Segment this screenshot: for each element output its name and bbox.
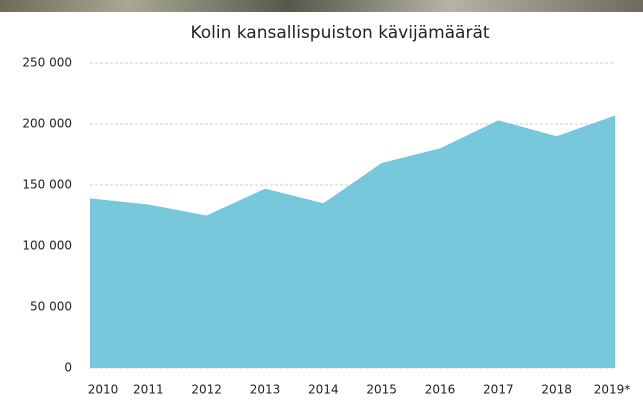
x-tick-label: 2013 [250,383,281,397]
x-tick-label: 2016 [425,383,456,397]
chart-title: Kolin kansallispuiston kävijämäärät [190,23,489,43]
y-tick-label: 0 [64,361,72,375]
y-tick-label: 100 000 [22,239,72,253]
x-tick-label: 2012 [191,383,222,397]
x-tick-label: 2017 [483,383,514,397]
chart: Kolin kansallispuiston kävijämäärät 0 50 … [0,0,643,401]
x-tick-label: 2015 [366,383,397,397]
x-tick-label: 2018 [541,383,572,397]
y-tick-label: 250 000 [22,56,72,70]
x-tick-label: 2010 [88,383,119,397]
y-tick-label: 50 000 [30,300,72,314]
area [90,115,615,368]
y-tick-label: 200 000 [22,117,72,131]
header-photo [0,0,643,12]
x-tick-label: 2014 [308,383,339,397]
x-tick-label: 2011 [133,383,164,397]
y-tick-label: 150 000 [22,178,72,192]
x-tick-label: 2019* [594,383,631,397]
